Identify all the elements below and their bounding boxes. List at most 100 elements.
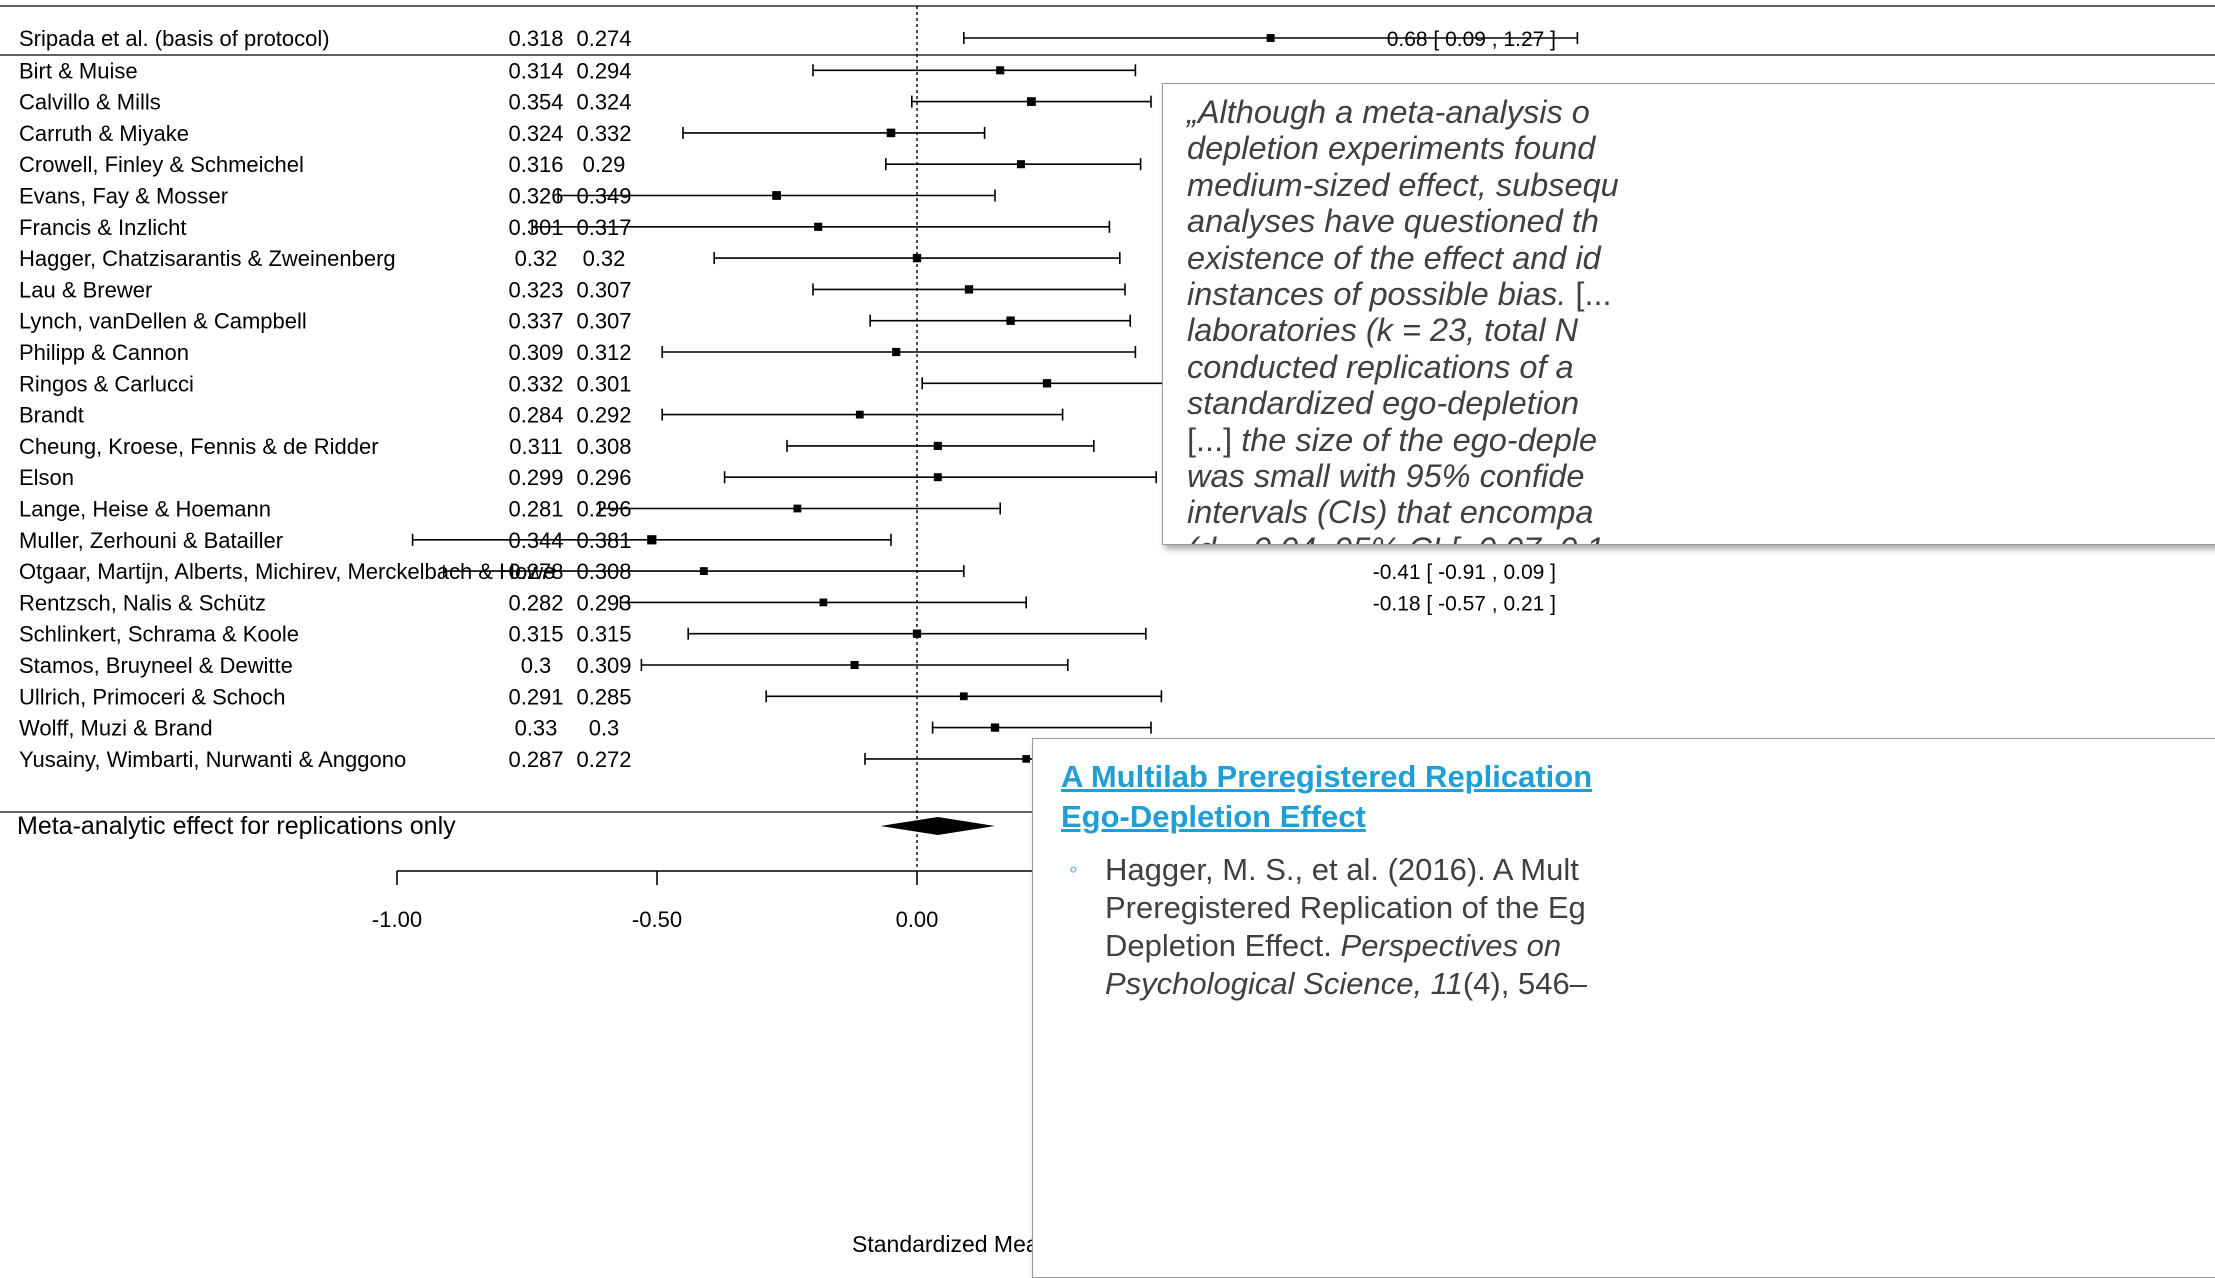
weight-col-2: 0.315 <box>576 622 631 647</box>
citation-line: Depletion Effect. Perspectives on <box>1105 928 1562 963</box>
point-estimate <box>912 629 922 638</box>
weight-col-2: 0.285 <box>576 684 631 709</box>
weight-col-1: 0.326 <box>508 184 563 209</box>
study-label: Sripada et al. (basis of protocol) <box>19 26 330 51</box>
study-label: Lau & Brewer <box>19 277 152 302</box>
point-estimate <box>964 285 974 294</box>
point-estimate <box>814 222 823 231</box>
weight-col-2: 0.294 <box>576 58 631 83</box>
point-estimate <box>793 504 802 513</box>
point-estimate <box>912 253 922 263</box>
study-label: Hagger, Chatzisarantis & Zweinenberg <box>19 246 396 271</box>
weight-col-1: 0.33 <box>515 716 558 741</box>
study-label: Yusainy, Wimbarti, Nurwanti & Anggono <box>19 747 406 772</box>
point-estimate <box>850 660 859 670</box>
weight-col-2: 0.29 <box>583 152 626 177</box>
study-label: Stamos, Bruyneel & Dewitte <box>19 653 293 678</box>
study-label: Ringos & Carlucci <box>19 371 194 396</box>
effect-ci-label: 0.68 [ 0.09 , 1.27 ] <box>1387 28 1556 51</box>
bullet-icon: ◦ <box>1069 856 1078 883</box>
quote-line: laboratories (k = 23, total N <box>1187 312 1579 349</box>
point-estimate <box>990 723 1000 732</box>
point-estimate <box>996 66 1005 75</box>
quote-line: analyses have questioned th <box>1187 203 1599 240</box>
weight-col-2: 0.272 <box>576 747 631 772</box>
weight-col-1: 0.323 <box>508 277 563 302</box>
weight-col-1: 0.291 <box>508 684 563 709</box>
quote-line: standardized ego-depletion <box>1187 385 1580 422</box>
weight-col-1: 0.337 <box>508 309 563 334</box>
weight-col-1: 0.316 <box>508 152 563 177</box>
citation-line: Preregistered Replication of the Eg <box>1105 890 1586 925</box>
weight-col-1: 0.32 <box>515 246 558 271</box>
quote-line: [...] the size of the ego-deple <box>1187 421 1598 458</box>
point-estimate <box>1006 316 1015 325</box>
meta-label: Meta-analytic effect for replications on… <box>17 812 456 840</box>
weight-col-1: 0.332 <box>508 371 563 396</box>
study-label: Birt & Muise <box>19 58 138 83</box>
quote-line: „Although a meta-analysis o <box>1187 94 1590 130</box>
study-label: Lange, Heise & Hoemann <box>19 497 271 522</box>
study-label: Carruth & Miyake <box>19 121 189 146</box>
point-estimate <box>959 692 968 701</box>
point-estimate <box>699 567 708 576</box>
paper-title-link-line-2[interactable]: Ego-Depletion Effect <box>1061 799 1366 834</box>
weight-col-2: 0.309 <box>576 653 631 678</box>
study-label: Calvillo & Mills <box>19 90 161 115</box>
quote-line: instances of possible bias. [... <box>1187 276 1612 313</box>
point-estimate <box>647 535 657 545</box>
point-estimate <box>1266 34 1275 42</box>
study-label: Muller, Zerhouni & Batailler <box>19 528 283 553</box>
reference-callout: A Multilab Preregistered Replication Ego… <box>1032 738 2215 1278</box>
study-label: Brandt <box>19 403 84 428</box>
study-label: Cheung, Kroese, Fennis & de Ridder <box>19 434 379 459</box>
weight-col-2: 0.292 <box>576 403 631 428</box>
quote-line: was small with 95% confide <box>1187 458 1585 495</box>
quote-line: conducted replications of a <box>1187 348 1574 385</box>
paper-title-link-line-1[interactable]: A Multilab Preregistered Replication <box>1061 759 1593 794</box>
quote-text: „Although a meta-analysis o depletion exp… <box>1187 94 2215 544</box>
weight-col-2: 0.324 <box>576 90 631 115</box>
effect-ci-label: -0.41 [ -0.91 , 0.09 ] <box>1373 561 1556 584</box>
study-label: Wolff, Muzi & Brand <box>19 716 213 741</box>
point-estimate <box>819 598 828 607</box>
weight-col-1: 0.282 <box>508 590 563 615</box>
point-estimate <box>1027 97 1036 106</box>
quote-line: (d = 0.04, 95% CI [−0.07, 0.1 <box>1187 531 2215 544</box>
point-estimate <box>1016 160 1026 169</box>
x-tick-label: 0.00 <box>896 907 939 932</box>
point-estimate <box>886 128 896 138</box>
weight-col-1: 0.281 <box>508 497 563 522</box>
quote-line: existence of the effect and id <box>1187 239 1601 276</box>
quote-line: depletion experiments found <box>1187 130 1596 167</box>
point-estimate <box>933 473 942 482</box>
weight-col-1: 0.311 <box>509 434 562 459</box>
citation-text: Hagger, M. S., et al. (2016). A Mult Prer… <box>1105 851 1587 1003</box>
quote-line: intervals (CIs) that encompa <box>1187 494 1594 531</box>
study-label: Crowell, Finley & Schmeichel <box>19 152 304 177</box>
weight-col-1: 0.3 <box>521 653 552 678</box>
study-label: Ullrich, Primoceri & Schoch <box>19 684 286 709</box>
weight-col-1: 0.299 <box>508 465 563 490</box>
weight-col-1: 0.354 <box>508 90 563 115</box>
weight-col-1: 0.287 <box>508 747 563 772</box>
quote-line: medium-sized effect, subsequ <box>1187 166 1619 203</box>
weight-col-2: 0.307 <box>576 309 631 334</box>
point-estimate <box>892 347 901 357</box>
weight-col-1: 0.314 <box>508 58 563 83</box>
study-label: Francis & Inzlicht <box>19 215 187 240</box>
point-estimate <box>1022 755 1030 763</box>
weight-col-1: 0.318 <box>508 26 563 51</box>
weight-col-2: 0.274 <box>576 26 631 51</box>
weight-col-1: 0.309 <box>508 340 563 365</box>
point-estimate <box>855 410 864 419</box>
study-label: Schlinkert, Schrama & Koole <box>19 622 299 647</box>
study-label: Lynch, vanDellen & Campbell <box>19 309 307 334</box>
weight-col-2: 0.3 <box>589 716 620 741</box>
weight-col-2: 0.296 <box>576 465 631 490</box>
study-label: Philipp & Cannon <box>19 340 189 365</box>
point-estimate <box>933 441 942 450</box>
weight-col-2: 0.312 <box>576 340 631 365</box>
weight-col-1: 0.315 <box>508 622 563 647</box>
